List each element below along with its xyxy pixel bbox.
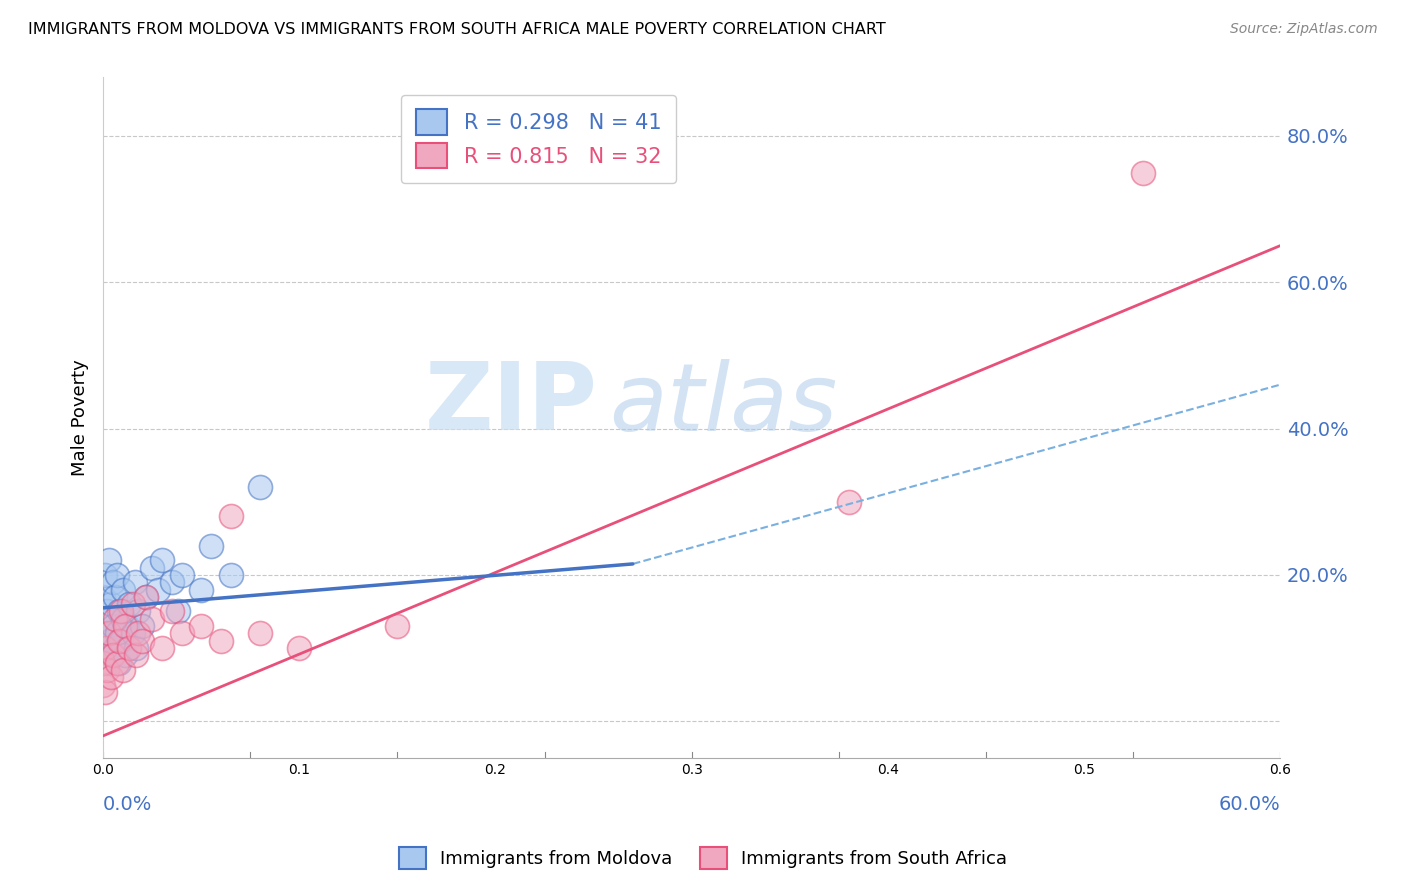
Text: 0.0%: 0.0%	[103, 795, 152, 814]
Point	[135, 590, 157, 604]
Point	[96, 656, 118, 670]
Point	[100, 597, 122, 611]
Legend: Immigrants from Moldova, Immigrants from South Africa: Immigrants from Moldova, Immigrants from…	[392, 839, 1014, 876]
Point	[110, 633, 132, 648]
Point	[114, 648, 136, 663]
Point	[111, 663, 134, 677]
Point	[101, 575, 124, 590]
Point	[91, 641, 114, 656]
Point	[101, 648, 124, 663]
Point	[100, 648, 122, 663]
Text: ZIP: ZIP	[425, 358, 598, 450]
Point	[108, 656, 131, 670]
Point	[110, 605, 132, 619]
Y-axis label: Male Poverty: Male Poverty	[72, 359, 89, 476]
Point	[150, 553, 173, 567]
Point	[94, 568, 117, 582]
Point	[170, 568, 193, 582]
Point	[125, 648, 148, 663]
Point	[146, 582, 169, 597]
Point	[114, 619, 136, 633]
Point	[104, 641, 127, 656]
Point	[387, 619, 409, 633]
Point	[94, 626, 117, 640]
Point	[115, 619, 138, 633]
Point	[131, 619, 153, 633]
Point	[91, 612, 114, 626]
Point	[135, 590, 157, 604]
Point	[121, 597, 143, 611]
Point	[121, 626, 143, 640]
Point	[219, 509, 242, 524]
Point	[209, 633, 232, 648]
Point	[124, 575, 146, 590]
Point	[91, 590, 114, 604]
Point	[94, 641, 117, 656]
Point	[108, 633, 131, 648]
Point	[190, 619, 212, 633]
Legend: R = 0.298   N = 41, R = 0.815   N = 32: R = 0.298 N = 41, R = 0.815 N = 32	[401, 95, 676, 183]
Point	[91, 678, 114, 692]
Text: Source: ZipAtlas.com: Source: ZipAtlas.com	[1230, 22, 1378, 37]
Point	[141, 612, 163, 626]
Point	[131, 633, 153, 648]
Point	[96, 605, 118, 619]
Point	[100, 670, 122, 684]
Text: atlas: atlas	[609, 359, 838, 450]
Point	[101, 619, 124, 633]
Point	[104, 612, 127, 626]
Point	[249, 480, 271, 494]
Point	[111, 582, 134, 597]
Point	[105, 656, 128, 670]
Point	[249, 626, 271, 640]
Point	[98, 633, 121, 648]
Point	[838, 494, 860, 508]
Point	[288, 641, 311, 656]
Point	[1132, 165, 1154, 179]
Point	[111, 612, 134, 626]
Point	[98, 553, 121, 567]
Point	[150, 641, 173, 656]
Point	[200, 539, 222, 553]
Point	[160, 605, 183, 619]
Text: 60.0%: 60.0%	[1219, 795, 1279, 814]
Point	[91, 656, 114, 670]
Point	[166, 605, 188, 619]
Point	[105, 568, 128, 582]
Point	[125, 641, 148, 656]
Point	[117, 641, 139, 656]
Point	[160, 575, 183, 590]
Point	[94, 685, 117, 699]
Point	[96, 663, 118, 677]
Point	[141, 560, 163, 574]
Point	[117, 597, 139, 611]
Text: IMMIGRANTS FROM MOLDOVA VS IMMIGRANTS FROM SOUTH AFRICA MALE POVERTY CORRELATION: IMMIGRANTS FROM MOLDOVA VS IMMIGRANTS FR…	[28, 22, 886, 37]
Point	[127, 605, 149, 619]
Point	[127, 626, 149, 640]
Point	[190, 582, 212, 597]
Point	[105, 626, 128, 640]
Point	[108, 605, 131, 619]
Point	[219, 568, 242, 582]
Point	[104, 590, 127, 604]
Point	[170, 626, 193, 640]
Point	[98, 626, 121, 640]
